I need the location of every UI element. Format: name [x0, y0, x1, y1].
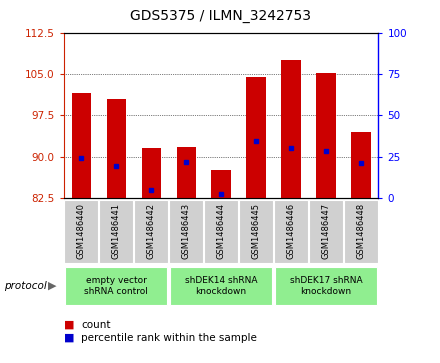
Text: ▶: ▶	[48, 281, 56, 291]
Bar	[106, 99, 126, 198]
Bar	[212, 170, 231, 198]
Bar	[176, 147, 196, 198]
FancyBboxPatch shape	[99, 200, 133, 262]
FancyBboxPatch shape	[274, 200, 308, 262]
Bar	[246, 77, 266, 198]
Text: empty vector
shRNA control: empty vector shRNA control	[84, 276, 148, 295]
Bar	[316, 73, 336, 198]
Text: ■: ■	[64, 320, 74, 330]
Text: GSM1486447: GSM1486447	[322, 203, 330, 259]
Text: GDS5375 / ILMN_3242753: GDS5375 / ILMN_3242753	[129, 9, 311, 23]
Bar	[72, 93, 91, 198]
Text: GSM1486445: GSM1486445	[252, 203, 260, 259]
FancyBboxPatch shape	[204, 200, 238, 262]
Text: ■: ■	[64, 333, 74, 343]
FancyBboxPatch shape	[309, 200, 343, 262]
Text: percentile rank within the sample: percentile rank within the sample	[81, 333, 257, 343]
Text: GSM1486448: GSM1486448	[356, 203, 366, 259]
Text: GSM1486444: GSM1486444	[216, 203, 226, 259]
FancyBboxPatch shape	[239, 200, 273, 262]
FancyBboxPatch shape	[169, 200, 203, 262]
Text: shDEK17 shRNA
knockdown: shDEK17 shRNA knockdown	[290, 276, 362, 295]
Text: GSM1486443: GSM1486443	[182, 203, 191, 259]
Text: shDEK14 shRNA
knockdown: shDEK14 shRNA knockdown	[185, 276, 257, 295]
FancyBboxPatch shape	[134, 200, 168, 262]
FancyBboxPatch shape	[344, 200, 378, 262]
Text: count: count	[81, 320, 111, 330]
FancyBboxPatch shape	[170, 267, 272, 305]
Text: GSM1486440: GSM1486440	[77, 203, 86, 259]
Bar	[142, 148, 161, 198]
Text: GSM1486441: GSM1486441	[112, 203, 121, 259]
Text: GSM1486442: GSM1486442	[147, 203, 156, 259]
Bar	[351, 132, 370, 198]
FancyBboxPatch shape	[65, 267, 167, 305]
FancyBboxPatch shape	[275, 267, 377, 305]
FancyBboxPatch shape	[65, 200, 98, 262]
Text: protocol: protocol	[4, 281, 47, 291]
Text: GSM1486446: GSM1486446	[286, 203, 296, 259]
Bar	[282, 60, 301, 198]
